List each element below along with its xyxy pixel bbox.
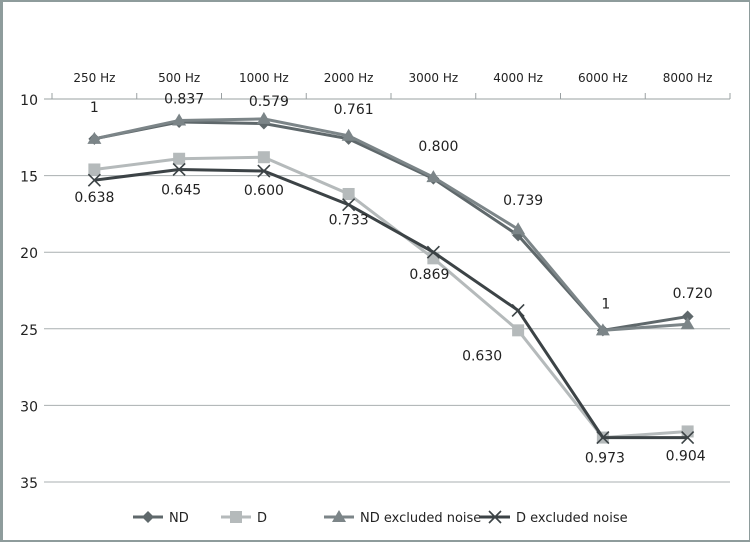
data-point-triangle	[595, 323, 610, 336]
data-point-square	[342, 187, 355, 200]
data-point-x	[172, 162, 186, 177]
y-tick-label: 15	[20, 170, 38, 186]
y-tick-label: 20	[20, 246, 38, 262]
data-point-x	[342, 198, 356, 212]
data-point-diamond	[681, 310, 694, 323]
x-tick-label: 500 Hz	[158, 71, 200, 85]
data-label: 0.720	[673, 286, 713, 302]
x-tick-label: 2000 Hz	[324, 71, 374, 85]
data-label: 0.800	[418, 139, 458, 155]
data-point-triangle	[680, 317, 695, 330]
data-point-square	[257, 151, 270, 164]
data-point-x	[511, 303, 525, 317]
series-line-d	[94, 155, 688, 440]
data-point-x	[426, 245, 440, 259]
x-tick-label: 8000 Hz	[663, 71, 713, 85]
data-point-x	[596, 431, 610, 445]
data-point-triangle	[511, 222, 526, 235]
y-tick-label: 10	[20, 93, 38, 109]
legend-marker-triangle	[332, 510, 346, 522]
x-tick-label: 3000 Hz	[409, 71, 459, 85]
data-label: 0.638	[74, 190, 114, 206]
x-tick-label: 1000 Hz	[239, 71, 289, 85]
data-label: 1	[90, 100, 99, 116]
data-label: 0.733	[329, 213, 369, 229]
data-label: 0.739	[503, 193, 543, 209]
data-label: 1	[601, 296, 610, 312]
y-tick-label: 30	[20, 399, 38, 415]
legend-label: ND	[169, 511, 189, 526]
data-point-triangle	[426, 170, 441, 183]
data-label: 0.904	[666, 449, 706, 465]
data-label: 0.761	[334, 102, 374, 118]
data-label: 0.630	[462, 348, 502, 364]
x-tick-label: 250 Hz	[73, 71, 115, 85]
data-point-triangle	[256, 111, 271, 124]
data-point-square	[173, 152, 186, 165]
data-point-triangle	[172, 113, 187, 126]
legend-label: D	[257, 511, 267, 526]
legend-marker-x	[488, 510, 502, 524]
data-point-square	[88, 163, 101, 176]
y-tick-label: 35	[20, 476, 38, 492]
y-tick-label: 25	[20, 323, 38, 339]
data-label: 0.973	[585, 451, 625, 467]
data-label: 0.579	[249, 94, 289, 110]
legend-label: D excluded noise	[516, 511, 628, 526]
data-label: 0.869	[409, 267, 449, 283]
data-point-triangle	[341, 128, 356, 141]
data-point-x	[681, 431, 695, 445]
series-line-nd-excluded-noise	[94, 117, 688, 332]
data-point-triangle	[87, 131, 102, 144]
x-tick-label: 4000 Hz	[493, 71, 543, 85]
data-label: 0.645	[161, 182, 201, 198]
x-tick-label: 6000 Hz	[578, 71, 628, 85]
legend-marker-square	[230, 511, 242, 523]
data-point-square	[512, 324, 525, 337]
data-point-x	[87, 173, 101, 187]
legend-marker-diamond	[142, 511, 154, 523]
data-label: 0.837	[164, 91, 204, 107]
series-line-d-excluded-noise	[94, 167, 688, 440]
data-point-square	[681, 425, 694, 438]
legend-label: ND excluded noise	[360, 511, 481, 526]
data-label: 0.600	[244, 183, 284, 199]
data-point-x	[257, 164, 271, 178]
